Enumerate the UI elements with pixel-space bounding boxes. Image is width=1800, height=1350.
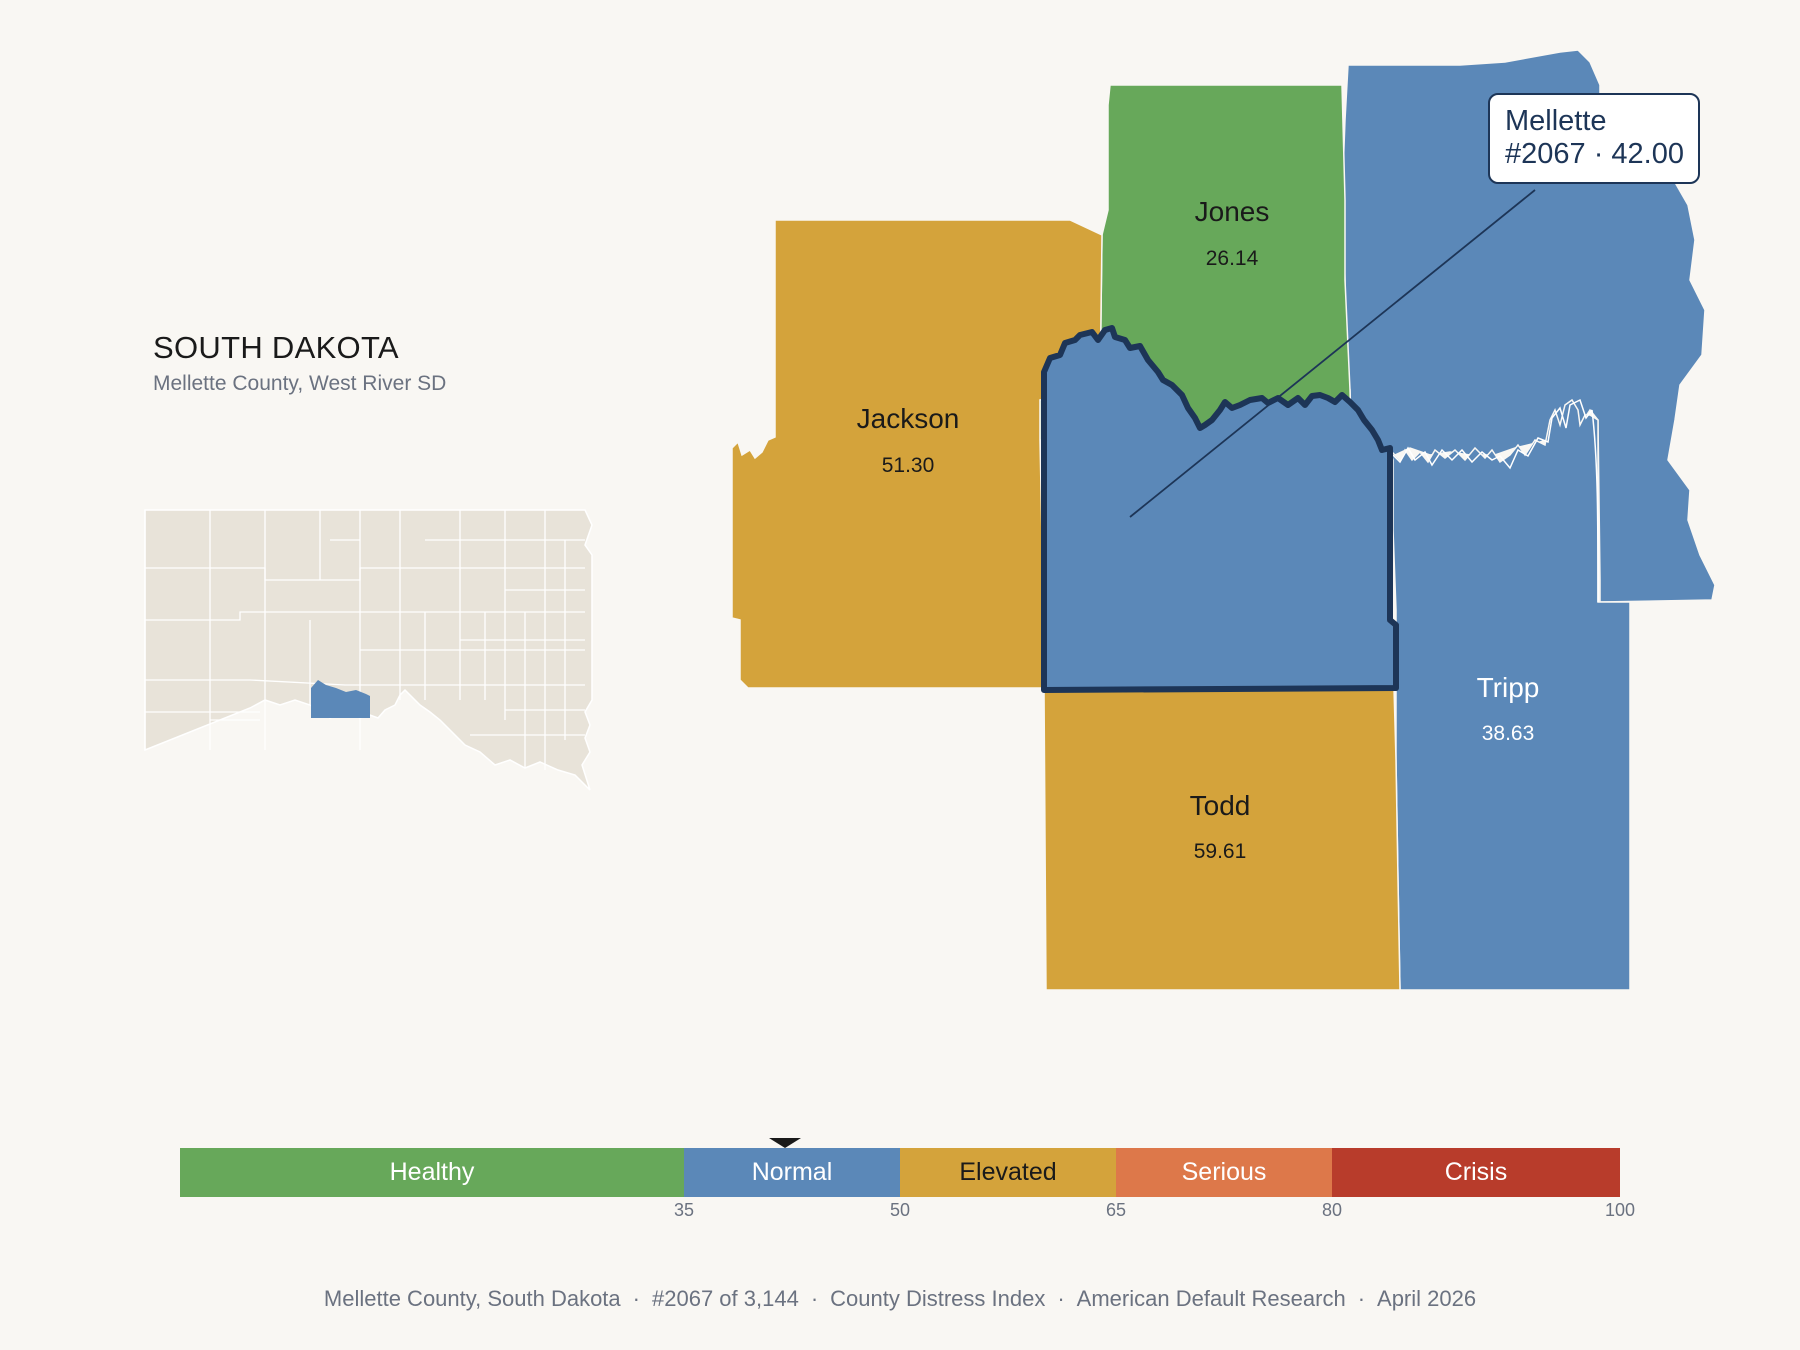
footer-org: American Default Research <box>1076 1286 1346 1311</box>
inset-highlight-mellette <box>311 680 370 718</box>
callout-leader-line <box>1129 189 1536 518</box>
mellette-highlight-outline <box>1041 325 1399 693</box>
footer-county: Mellette County, South Dakota <box>323 1286 621 1311</box>
county-label-todd: Todd <box>1190 790 1251 821</box>
state-title: SOUTH DAKOTA <box>153 330 399 365</box>
legend-segment-normal: Normal <box>684 1148 900 1197</box>
footer-separator: · <box>1057 1286 1065 1311</box>
river-line-east <box>1591 409 1599 603</box>
county-value-jackson: 51.30 <box>882 454 935 477</box>
county-label-jackson: Jackson <box>857 403 960 434</box>
legend-marker <box>768 1138 801 1148</box>
county-value-todd: 59.61 <box>1194 840 1247 863</box>
county-map: Jackson 51.30 Jones 26.14 Tripp 38.63 Todd 59.6… <box>731 49 1716 991</box>
footer-separator: · <box>632 1286 640 1311</box>
footer: Mellette County, South Dakota · #2067 of 3… <box>0 1286 1800 1312</box>
legend-segment-healthy: Healthy <box>180 1148 684 1197</box>
selected-county-callout: Mellette #2067 · 42.00 <box>1488 93 1700 184</box>
footer-date: April 2026 <box>1377 1286 1477 1311</box>
footer-separator: · <box>810 1286 819 1311</box>
inset-state-map <box>144 509 593 791</box>
legend-segment-serious: Serious <box>1116 1148 1332 1197</box>
county-label-jones: Jones <box>1195 196 1270 227</box>
legend-tick-label: 65 <box>1105 1200 1127 1220</box>
legend-segment-crisis: Crisis <box>1332 1148 1620 1197</box>
county-value-tripp: 38.63 <box>1482 722 1535 745</box>
callout-county-detail: #2067 · 42.00 <box>1505 138 1684 170</box>
state-subtitle: Mellette County, West River SD <box>153 372 447 395</box>
legend-tick-label: 35 <box>673 1200 695 1220</box>
legend-tick-label: 80 <box>1321 1200 1343 1220</box>
county-value-jones: 26.14 <box>1206 247 1259 270</box>
legend-bar: Healthy Normal Elevated Serious Crisis <box>180 1148 1620 1197</box>
footer-rank: #2067 of 3,144 <box>652 1286 799 1311</box>
footer-separator: · <box>1357 1286 1366 1311</box>
county-labels: Jackson 51.30 Jones 26.14 Tripp 38.63 Todd 59.6… <box>857 196 1540 863</box>
callout-county-name: Mellette <box>1505 105 1607 137</box>
county-mellette[interactable] <box>1044 328 1396 690</box>
legend-segment-elevated: Elevated <box>900 1148 1116 1197</box>
river-line-white <box>1392 398 1593 470</box>
legend-tick-label: 100 <box>1604 1200 1636 1220</box>
footer-index: County Distress Index <box>830 1286 1046 1311</box>
county-todd[interactable] <box>1043 687 1401 991</box>
county-label-tripp: Tripp <box>1477 672 1540 703</box>
county-tripp[interactable] <box>1389 398 1631 991</box>
legend-tick-label: 50 <box>889 1200 911 1220</box>
